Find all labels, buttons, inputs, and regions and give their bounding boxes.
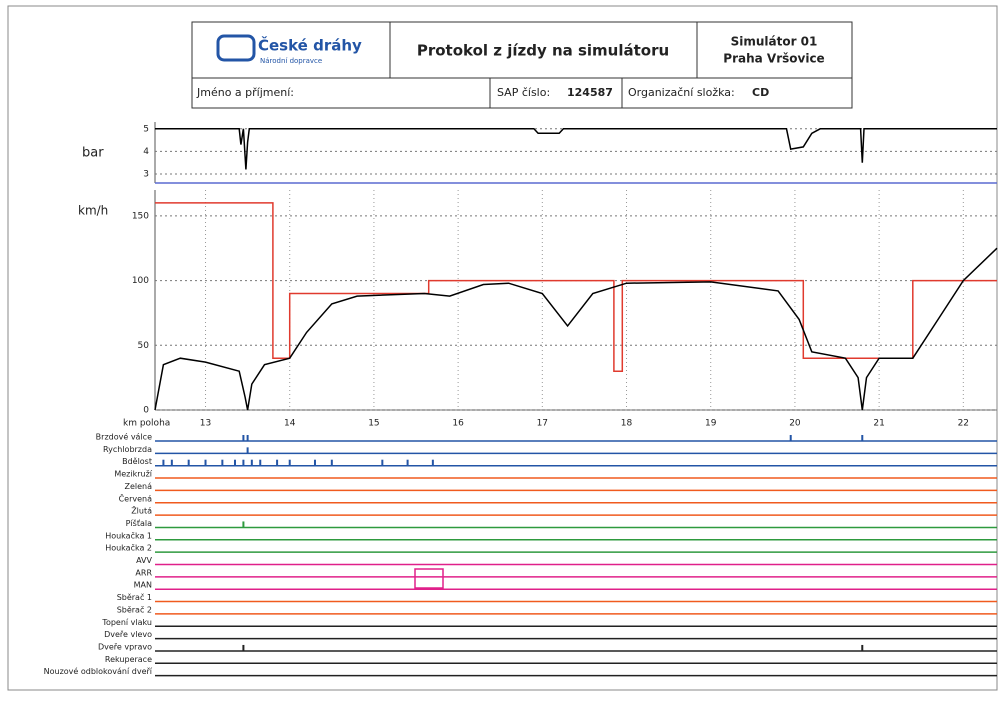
logo-text: České dráhy: [258, 36, 362, 55]
signal-label: Zelená: [124, 482, 152, 491]
signal-event: [330, 459, 333, 466]
signal-label: Rychlobrzda: [103, 445, 152, 454]
signal-label: Rekuperace: [105, 655, 152, 664]
y-tick-label: 0: [143, 406, 149, 416]
x-tick-label: 19: [705, 419, 717, 429]
data-line: [155, 202, 997, 372]
signal-label: AVV: [136, 556, 152, 565]
y-tick-label: 5: [143, 124, 149, 134]
signal-label: Brzdové válce: [96, 432, 152, 442]
signal-event: [221, 459, 224, 466]
signal-event: [242, 459, 245, 466]
y-tick-label: 100: [132, 276, 149, 286]
x-tick-label: 21: [873, 419, 884, 429]
sap-label: SAP číslo:: [497, 86, 550, 99]
org-label: Organizační složka:: [628, 86, 735, 99]
signal-event: [233, 459, 236, 466]
x-tick-label: 20: [789, 419, 801, 429]
y-tick-label: 3: [143, 169, 149, 179]
signal-label: Houkačka 1: [105, 530, 152, 540]
signal-event: [170, 459, 173, 466]
signal-label: ARR: [135, 568, 152, 577]
signal-event: [276, 459, 279, 466]
signal-event: [431, 459, 434, 466]
signal-event: [242, 644, 245, 651]
signal-event: [381, 459, 384, 466]
x-axis-label: km poloha: [123, 419, 170, 429]
signal-label: Mezikruží: [114, 470, 152, 479]
x-tick-label: 15: [368, 419, 379, 429]
header-box: [191, 21, 853, 109]
signal-event: [288, 459, 291, 466]
signal-event: [162, 459, 165, 466]
header: [191, 21, 853, 109]
signal-event: [187, 459, 190, 466]
x-tick-label: 14: [284, 419, 296, 429]
signal-event: [861, 435, 864, 441]
sap-value: 124587: [567, 86, 613, 99]
signal-label: Topení vlaku: [101, 618, 152, 627]
signal-label: Nouzové odblokování dveří: [44, 666, 153, 676]
signal-label: Žlutá: [131, 505, 152, 516]
signal-event: [313, 459, 316, 466]
x-tick-label: 13: [200, 419, 211, 429]
signal-event: [789, 435, 792, 441]
signal-label: Sběrač 2: [117, 604, 152, 614]
name-label: Jméno a příjmení:: [196, 86, 294, 99]
signal-label: Houkačka 2: [105, 543, 152, 553]
mode-switch: [414, 568, 444, 589]
org-value: CD: [752, 86, 769, 99]
signal-event: [246, 447, 249, 454]
y-axis-label: km/h: [78, 204, 108, 218]
y-axis-label: bar: [82, 146, 104, 161]
simulator: Simulátor 01: [731, 35, 818, 49]
signal-event: [259, 459, 262, 466]
signal-event: [242, 435, 245, 441]
y-tick-label: 4: [143, 147, 149, 157]
x-tick-label: 17: [537, 419, 548, 429]
y-tick-label: 150: [132, 211, 149, 221]
signal-label: Sběrač 1: [117, 592, 152, 602]
signal-event: [246, 435, 249, 441]
signal-event: [204, 459, 207, 466]
x-tick-label: 16: [452, 419, 464, 429]
document-title: Protokol z jízdy na simulátoru: [417, 42, 669, 60]
x-tick-label: 22: [958, 419, 969, 429]
x-tick-label: 18: [621, 419, 633, 429]
signal-event: [406, 459, 409, 466]
y-tick-label: 50: [138, 341, 150, 351]
signal-label: MAN: [134, 581, 152, 590]
signal-event: [242, 521, 245, 528]
signal-label: Píšťala: [126, 518, 152, 528]
signal-label: Bdělost: [122, 457, 152, 466]
signal-event: [861, 644, 864, 651]
logo-subtitle: Národní dopravce: [260, 57, 322, 65]
signal-event: [250, 459, 253, 466]
data-line: [155, 128, 997, 170]
signal-label: Červená: [119, 492, 153, 503]
logo-icon: [216, 34, 256, 62]
location: Praha Vršovice: [723, 52, 824, 66]
page-border: [7, 5, 998, 691]
signal-label: Dveře vpravo: [98, 642, 152, 651]
signal-label: Dveře vlevo: [104, 630, 152, 639]
data-line: [154, 247, 998, 411]
